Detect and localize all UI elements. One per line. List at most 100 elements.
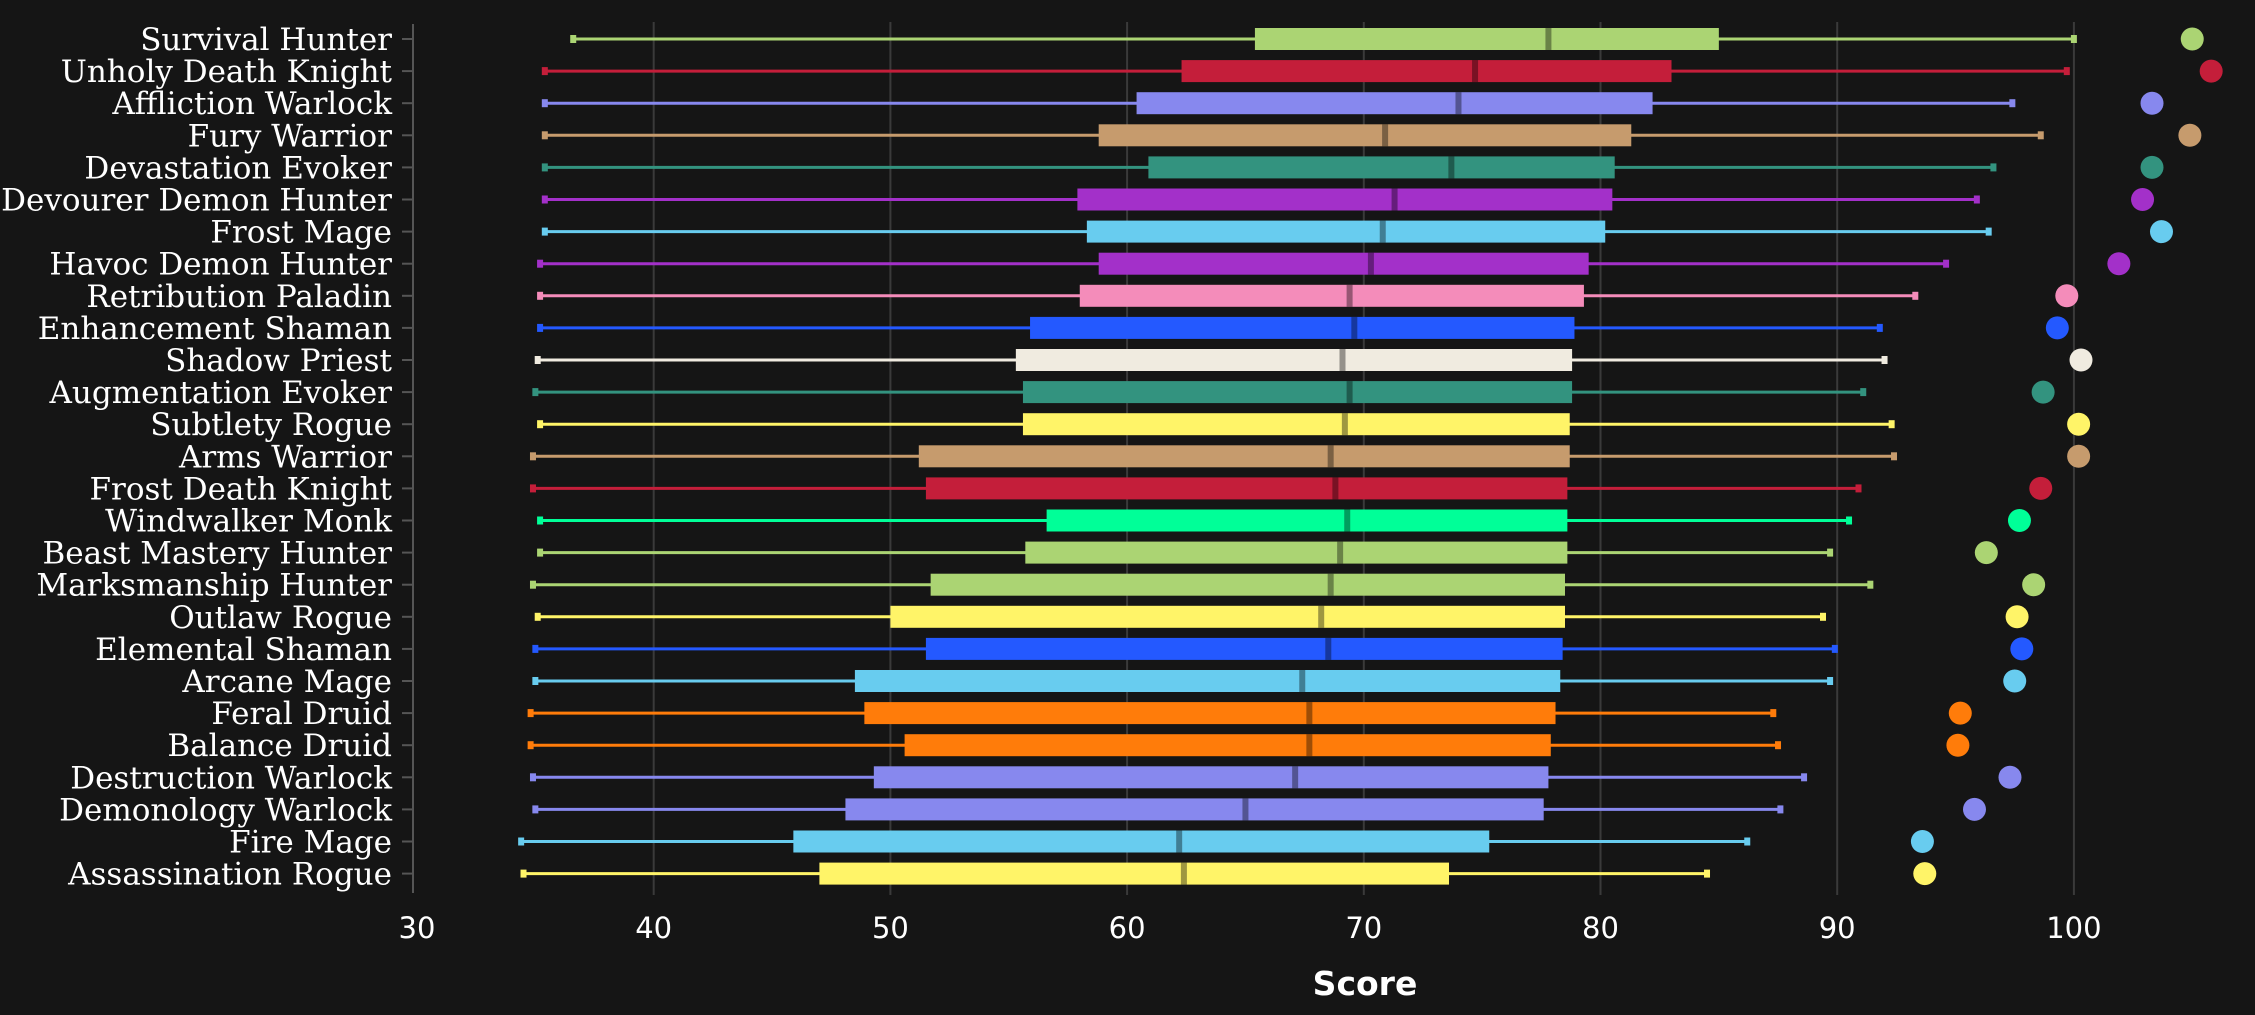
y-category-label: Havoc Demon Hunter [49,247,392,283]
x-tick-label: 30 [399,911,436,945]
iqr-box [925,637,1563,660]
whisker-max-cap [1801,773,1808,782]
outlier-point [2007,509,2031,532]
outlier-point [2003,669,2027,693]
x-tick-label: 70 [1345,911,1382,945]
whisker-min-cap [537,548,544,557]
whisker-min-cap [570,35,577,43]
y-category-label: Windwalker Monk [105,504,392,540]
whisker-max-cap [1881,356,1888,364]
whisker-max-cap [1827,548,1834,557]
series-row [541,59,2223,83]
whisker-min-cap [518,837,525,846]
whisker-max-cap [1888,420,1895,429]
y-category-label: Outlaw Rogue [169,600,392,636]
iqr-box [904,734,1551,757]
iqr-box [1098,252,1589,275]
median-marker [1332,477,1339,500]
median-marker [1448,156,1455,179]
median-marker [1292,766,1299,789]
series-row [537,412,2091,436]
whisker-max-cap [1775,741,1782,750]
series-row [529,573,2046,597]
whisker-max-cap [1846,516,1853,525]
series-row [520,862,1937,886]
outlier-point [2149,220,2173,244]
median-marker [1344,509,1351,532]
series-row [537,316,2069,340]
median-marker [1545,28,1552,50]
whisker-min-cap [537,516,544,525]
x-tick-label: 60 [1109,911,1146,945]
y-category-label: Beast Mastery Hunter [42,536,392,572]
whisker-min-cap [541,227,548,236]
outlier-point [2045,316,2069,340]
median-marker [1472,60,1479,83]
whisker-min-cap [529,773,536,782]
whisker-max-cap [1943,259,1950,268]
iqr-box [1046,509,1568,532]
series-row [529,444,2091,468]
median-marker [1325,637,1332,660]
median-marker [1242,798,1249,821]
y-category-label: Fury Warrior [188,118,393,154]
whisker-max-cap [1876,323,1883,332]
median-marker [1176,830,1183,853]
outlier-point [2005,605,2029,629]
y-category-label: Frost Mage [210,215,392,251]
outlier-point [1946,733,1970,757]
y-category-label: Feral Druid [211,696,392,732]
outlier-point [1998,765,2022,789]
iqr-box [1098,124,1632,147]
iqr-box [1254,28,1719,50]
y-category-label: Arms Warrior [178,439,392,475]
series-row [537,252,2131,276]
whisker-max-cap [2037,131,2044,140]
iqr-box [1077,188,1613,211]
median-marker [1327,573,1334,596]
y-category-label: Frost Death Knight [90,471,393,507]
whisker-max-cap [1891,452,1898,461]
x-axis: 30 40 50 60 70 80 90 100 [399,911,2102,945]
series-row [541,155,2164,179]
whisker-max-cap [1827,677,1834,685]
x-tick-label: 40 [635,911,672,945]
whisker-min-cap [532,388,539,397]
outlier-point [2010,637,2034,661]
whisker-max-cap [1985,227,1992,236]
outlier-point [1910,830,1934,853]
whisker-min-cap [534,612,541,621]
median-marker [1455,92,1462,115]
whisker-min-cap [532,644,539,653]
median-marker [1299,670,1306,692]
outlier-point [2199,59,2223,83]
whisker-min-cap [532,677,539,685]
whisker-max-cap [2070,35,2077,43]
iqr-box [1136,92,1653,115]
iqr-box [1022,381,1573,404]
median-marker [1382,124,1389,147]
whisker-max-cap [1867,580,1874,589]
whisker-min-cap [527,741,534,750]
median-marker [1180,862,1187,885]
x-tick-label: 90 [1819,911,1856,945]
median-marker [1379,220,1386,243]
outlier-point [2055,284,2079,308]
median-marker [1391,188,1398,211]
outlier-point [2022,573,2046,597]
median-marker [1337,541,1344,564]
y-category-label: Arcane Mage [181,664,392,700]
y-category-label: Fire Mage [229,825,392,861]
series-row [518,830,1934,853]
whisker-max-cap [1770,709,1777,718]
outlier-point [2180,27,2204,51]
series-row [541,91,2164,115]
x-axis-title: Score [1313,964,1418,1003]
series-row [532,797,1986,821]
outlier-point [2131,188,2155,211]
y-category-label: Affliction Warlock [111,86,392,122]
x-tick-label: 50 [872,911,909,945]
y-category-label: Augmentation Evoker [49,375,393,411]
